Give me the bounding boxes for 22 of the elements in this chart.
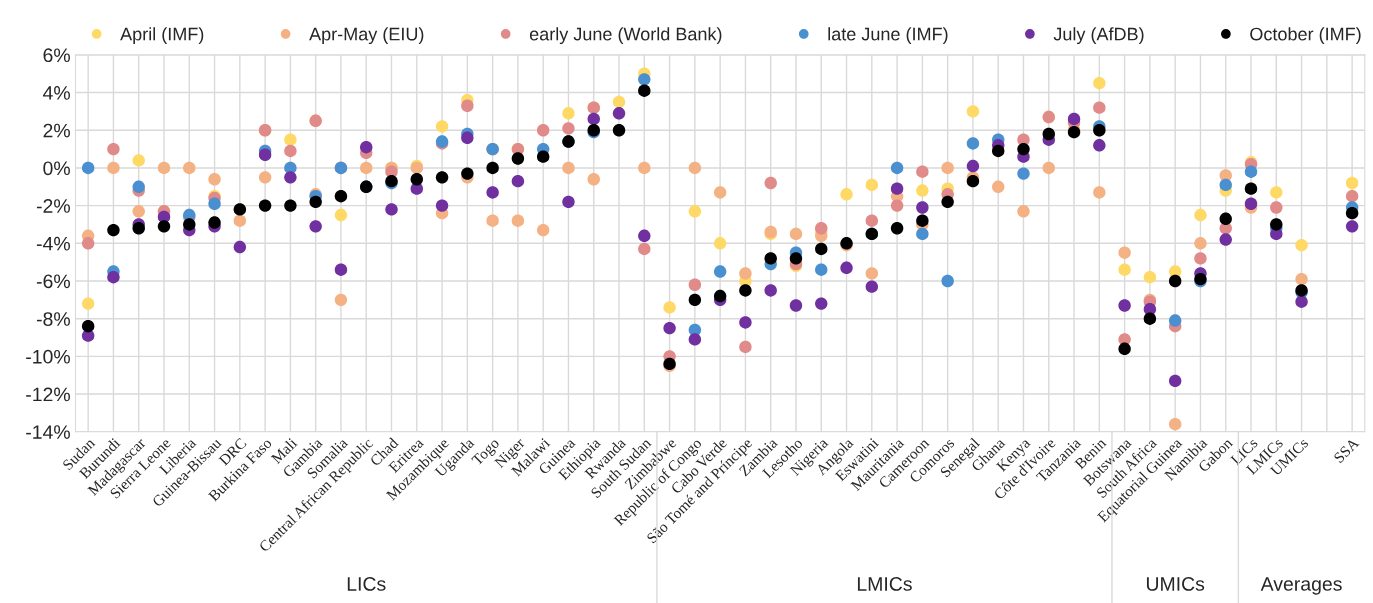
legend-label: early June (World Bank) (529, 27, 722, 45)
legend-label: April (IMF) (120, 27, 204, 45)
legend-label: Apr-May (EIU) (309, 27, 424, 45)
y-tick-label: -10% (26, 349, 70, 364)
text: LICs (347, 577, 386, 591)
y-tick-label: 2% (43, 123, 70, 138)
y-tick-label: -2% (36, 199, 70, 213)
y-tick-label: -12% (26, 387, 70, 402)
y-tick-label: -4% (36, 236, 70, 251)
text: UMICs (1146, 577, 1205, 591)
text: LMICs (857, 577, 912, 591)
y-tick-label: 6% (43, 48, 70, 63)
legend-label: October (IMF) (1250, 27, 1361, 45)
y-tick-label: -8% (36, 312, 70, 326)
y-tick-label: -14% (26, 425, 70, 439)
text: Averages (1260, 577, 1342, 595)
y-tick-label: 0% (43, 161, 70, 176)
legend-label: late June (IMF) (828, 27, 948, 45)
legend-label: July (AfDB) (1053, 27, 1144, 45)
y-tick-label: -6% (36, 274, 70, 289)
y-tick-label: 4% (43, 86, 70, 100)
x-tick-label: SSA (1333, 437, 1360, 464)
